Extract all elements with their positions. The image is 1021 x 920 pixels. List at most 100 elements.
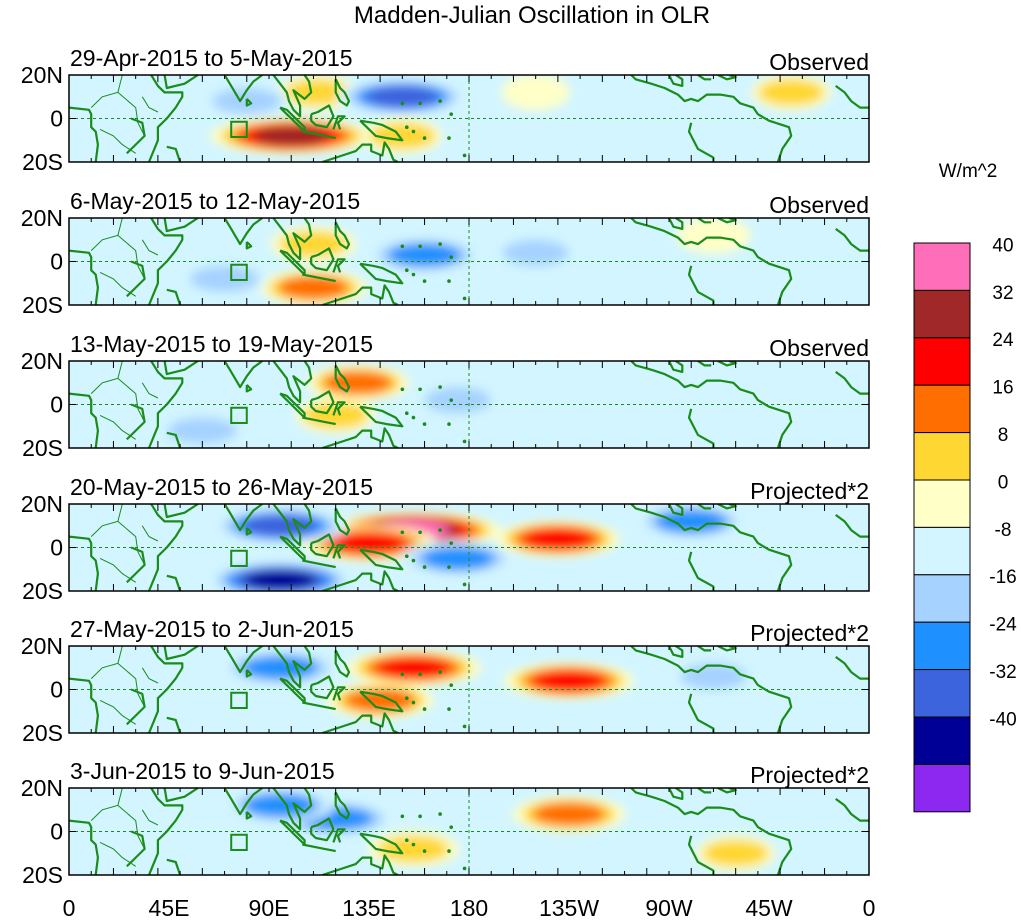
coastline (147, 788, 184, 875)
coastline (321, 570, 399, 591)
colorbar-level-label: -24 (989, 615, 1017, 636)
coastline (334, 791, 351, 820)
coastline (359, 548, 404, 571)
coastline (302, 273, 336, 283)
panel-period: 3-Jun-2015 to 9-Jun-2015 (70, 758, 335, 784)
panel-4: 20N 0 20S 20-May-2015 to 26-May-2015 Project… (21, 474, 870, 604)
y-tick-label: 20S (22, 292, 63, 318)
coastline (310, 390, 335, 415)
coastline (717, 218, 737, 224)
island-dot (438, 528, 442, 532)
reference-box (230, 691, 248, 709)
coastline (302, 130, 336, 140)
coastline (310, 675, 335, 700)
y-tick-label: 20N (21, 205, 63, 231)
coastline (163, 361, 199, 376)
coastline (147, 75, 184, 162)
border-line (90, 504, 123, 537)
island-dot (447, 707, 451, 711)
anomaly-contour (522, 528, 593, 550)
island-dot (449, 398, 454, 402)
island-dot (436, 305, 440, 309)
anomaly-contour (278, 276, 349, 299)
island-dot (418, 814, 422, 819)
border-line (117, 235, 146, 280)
colorbar: W/m^2 40 32 24 16 8 0 -8 -16 -24 -32 -40 (913, 161, 1017, 813)
coastline (310, 104, 335, 129)
coastline (279, 677, 306, 704)
island-dot (447, 565, 451, 569)
anomaly-contour (758, 79, 825, 106)
coastline (310, 817, 335, 842)
panel-label: Observed (769, 192, 869, 218)
border-line (99, 271, 136, 297)
anomaly-contour (284, 79, 351, 106)
border-line (99, 414, 136, 440)
panel-period: 29-Apr-2015 to 5-May-2015 (70, 45, 353, 71)
coastline (835, 228, 869, 252)
colorbar-swatch (913, 716, 971, 765)
island-dot (462, 153, 467, 158)
island-dot (462, 724, 467, 729)
coastline (223, 75, 263, 103)
anomaly-layer (206, 504, 746, 591)
panel-label: Projected*2 (750, 762, 869, 788)
coastline (359, 262, 404, 285)
coastline (717, 646, 737, 652)
island-dot (447, 136, 451, 140)
coastline (279, 249, 306, 276)
anomaly-contour (323, 371, 393, 395)
coastline (166, 288, 182, 305)
coastline (321, 854, 399, 875)
coastline (835, 85, 869, 109)
island-dot (462, 439, 467, 444)
island-dot (404, 838, 409, 842)
coastline (717, 504, 737, 510)
colorbar-swatch (913, 289, 971, 339)
coastline (359, 405, 404, 428)
colorbar-units: W/m^2 (939, 161, 998, 182)
y-tick-label: 20S (22, 435, 63, 461)
panel-period: 20-May-2015 to 26-May-2015 (70, 474, 373, 500)
island-dot (400, 387, 405, 392)
anomaly-contour (502, 239, 569, 266)
coastline (334, 649, 351, 678)
border-line (90, 646, 123, 679)
coastline (272, 218, 313, 261)
border-line (90, 218, 123, 251)
coastline (223, 788, 263, 816)
coastline (321, 427, 399, 448)
island-dot (418, 387, 422, 392)
anomaly-contour (377, 835, 450, 862)
coastline (630, 361, 793, 448)
anomaly-contour (533, 670, 605, 692)
border-line (117, 805, 146, 850)
coastline (163, 218, 199, 233)
coastline (302, 701, 336, 711)
island-dot (436, 875, 440, 879)
coastline (166, 145, 182, 162)
border-line (117, 663, 146, 708)
island-dot (400, 101, 405, 106)
island-dot (411, 700, 416, 705)
anomaly-contour (501, 75, 571, 111)
border-line (90, 75, 123, 108)
coastline (279, 819, 306, 846)
island-dot (449, 112, 454, 116)
island-dot (411, 842, 416, 847)
panels-group: 20N 0 20S 29-Apr-2015 to 5-May-2015 Observed… (21, 45, 870, 888)
coastline (310, 247, 335, 272)
colorbar-level-label: -8 (995, 520, 1012, 541)
y-tick-label: 20N (21, 491, 63, 517)
island-dot (400, 530, 405, 535)
coastline (697, 75, 712, 81)
colorbar-swatch (913, 242, 971, 291)
coastlines (69, 504, 869, 591)
coastline (163, 646, 199, 661)
x-tick-label: 135W (539, 895, 599, 920)
coastline (332, 115, 346, 130)
coastline (245, 811, 253, 820)
coastline (630, 504, 793, 591)
panel-2: 20N 0 20S 6-May-2015 to 12-May-2015 Observed (21, 188, 870, 318)
